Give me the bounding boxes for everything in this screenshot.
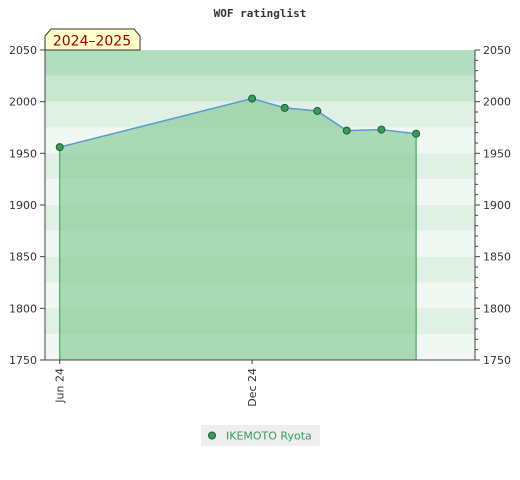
legend-label: IKEMOTO Ryota: [226, 430, 312, 443]
y-tick-label: 1800: [483, 302, 511, 315]
x-tick-label: Dec 24: [246, 368, 259, 407]
data-point: [412, 129, 421, 138]
y-tick-label: 1750: [9, 354, 37, 367]
data-point: [248, 94, 257, 103]
y-tick-label: 1800: [9, 302, 37, 315]
y-tick-label: 1850: [9, 251, 37, 264]
x-axis: Jun 24 Dec 24: [45, 359, 475, 407]
y-tick-label: 1950: [483, 147, 511, 160]
y-tick-label: 2000: [483, 96, 511, 109]
y-tick-label: 2050: [483, 44, 511, 57]
y-tick-label: 1900: [9, 199, 37, 212]
data-points: [55, 94, 421, 152]
rating-band: [45, 50, 475, 76]
y-tick-label: 1750: [483, 354, 511, 367]
x-tick-label: Jun 24: [54, 368, 67, 404]
y-axis-left: 1750 1800 1850 1900 1950 2000 2050: [9, 44, 46, 367]
data-point: [313, 106, 322, 115]
data-point: [55, 143, 64, 152]
y-tick-label: 2000: [9, 96, 37, 109]
y-axis-right: 1750 1800 1850 1900 1950 2000 2050: [474, 44, 511, 367]
rating-area: [59, 97, 417, 361]
data-point: [342, 126, 351, 135]
legend: IKEMOTO Ryota: [201, 425, 320, 446]
y-tick-label: 1950: [9, 147, 37, 160]
data-point: [280, 103, 289, 112]
legend-marker: [208, 431, 216, 440]
chart-title: WOF ratinglist: [214, 7, 307, 20]
y-tick-label: 1850: [483, 251, 511, 264]
legend-box: [201, 425, 320, 446]
season-badge-label: 2024–2025: [53, 34, 131, 50]
rating-band: [45, 75, 475, 102]
y-tick-label: 2050: [9, 44, 37, 57]
y-tick-label: 1900: [483, 199, 511, 212]
data-point: [377, 125, 386, 134]
series-area: [59, 98, 417, 361]
season-badge: 2024–2025: [44, 28, 141, 51]
season-badge-box: [44, 28, 141, 51]
